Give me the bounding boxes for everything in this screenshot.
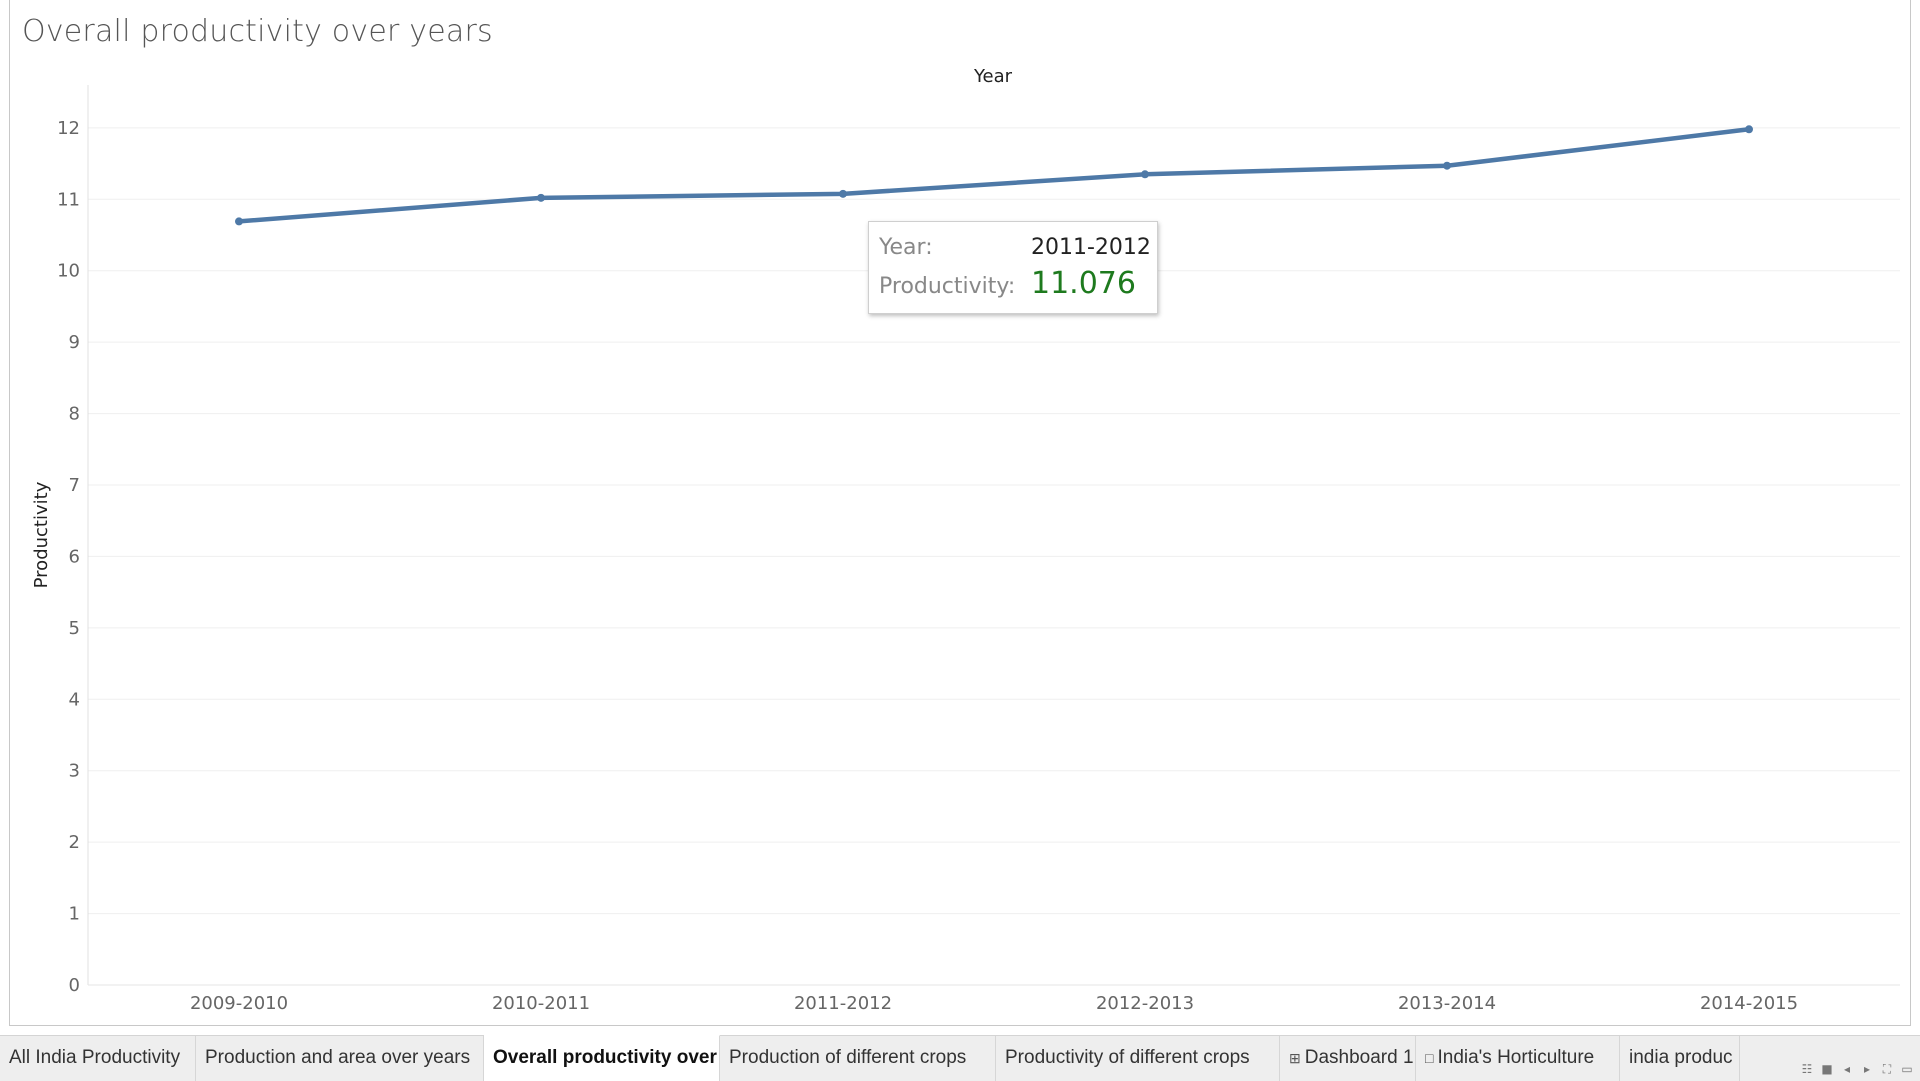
series-productivity[interactable]: [235, 125, 1753, 226]
story-icon: □: [1425, 1050, 1434, 1066]
tab-productivity-of-different-crops[interactable]: Productivity of different crops: [996, 1036, 1280, 1081]
y-tick-label: 10: [57, 261, 80, 282]
tab-label: Production of different crops: [729, 1047, 967, 1068]
x-tick-label: 2009-2010: [190, 993, 288, 1014]
data-point[interactable]: [1745, 125, 1753, 134]
y-tick-label: 3: [69, 761, 80, 782]
tooltip-productivity-label: Productivity:: [879, 274, 1016, 299]
y-tick-label: 2: [69, 832, 80, 853]
tab-dashboard-1[interactable]: ⊞ Dashboard 1: [1280, 1036, 1416, 1081]
next-sheet-icon[interactable]: ▸: [1863, 1062, 1871, 1076]
tooltip-year-label: Year:: [879, 235, 933, 260]
y-tick-label: 0: [69, 975, 80, 996]
x-axis-title: Year: [973, 66, 1013, 87]
sheet-title: Overall productivity over years: [22, 14, 493, 49]
y-tick-label: 7: [69, 475, 80, 496]
y-tick-label: 9: [69, 332, 80, 353]
dashboard-icon: ⊞: [1289, 1050, 1301, 1066]
tab-label: Overall productivity over years: [493, 1047, 719, 1068]
x-tick-label: 2011-2012: [794, 993, 892, 1014]
tab-india-produc[interactable]: india produc: [1620, 1036, 1740, 1081]
tooltip-year-value: 2011-2012: [1031, 235, 1151, 260]
y-tick-label: 1: [69, 904, 80, 925]
fullscreen-icon[interactable]: ⛶: [1882, 1062, 1892, 1076]
data-point[interactable]: [1141, 170, 1149, 179]
tab-label: Productivity of different crops: [1005, 1047, 1250, 1068]
viz-frame: [9, 0, 1911, 1026]
tooltip: Year: 2011-2012 Productivity: 11.076: [868, 221, 1158, 314]
tab-label: All India Productivity: [9, 1047, 181, 1068]
data-point[interactable]: [537, 193, 545, 202]
sheet-tab-bar: All India Productivity Production and are…: [0, 1035, 1920, 1081]
tab-label: india produc: [1629, 1047, 1733, 1068]
tab-label: India's Horticulture: [1437, 1047, 1595, 1068]
y-tick-label: 12: [57, 118, 80, 139]
grid-view-icon[interactable]: ☷: [1801, 1062, 1813, 1076]
tab-overall-productivity-over-years[interactable]: Overall productivity over years: [484, 1035, 720, 1081]
x-tick-label: 2013-2014: [1398, 993, 1496, 1014]
tab-all-india-productivity[interactable]: All India Productivity: [0, 1036, 196, 1081]
data-point[interactable]: [1443, 161, 1451, 170]
y-tick-label: 11: [57, 189, 80, 210]
y-tick-label: 5: [69, 618, 80, 639]
y-tick-label: 8: [69, 404, 80, 425]
tab-label: Production and area over years: [205, 1047, 471, 1068]
data-point[interactable]: [235, 217, 243, 226]
x-tick-label: 2012-2013: [1096, 993, 1194, 1014]
x-tick-label: 2010-2011: [492, 993, 590, 1014]
series-line[interactable]: [236, 127, 1752, 224]
tab-controls: ☷ ■ ◂ ▸ ⛶ ▭: [1794, 1058, 1914, 1076]
tab-production-and-area-over-years[interactable]: Production and area over years: [196, 1036, 484, 1081]
filmstrip-view-icon[interactable]: ■: [1821, 1062, 1833, 1076]
data-point[interactable]: [839, 189, 847, 198]
presentation-icon[interactable]: ▭: [1901, 1062, 1913, 1076]
y-tick-label: 4: [69, 689, 80, 710]
tab-india-s-horticulture[interactable]: □ India's Horticulture: [1416, 1036, 1620, 1081]
x-tick-label: 2014-2015: [1700, 993, 1798, 1014]
tooltip-productivity-value: 11.076: [1031, 266, 1136, 301]
y-tick-label: 6: [69, 546, 80, 567]
tab-label: Dashboard 1: [1304, 1047, 1414, 1068]
tab-production-of-different-crops[interactable]: Production of different crops: [720, 1036, 996, 1081]
y-axis-title: Productivity: [31, 481, 52, 588]
prev-sheet-icon[interactable]: ◂: [1843, 1062, 1851, 1076]
